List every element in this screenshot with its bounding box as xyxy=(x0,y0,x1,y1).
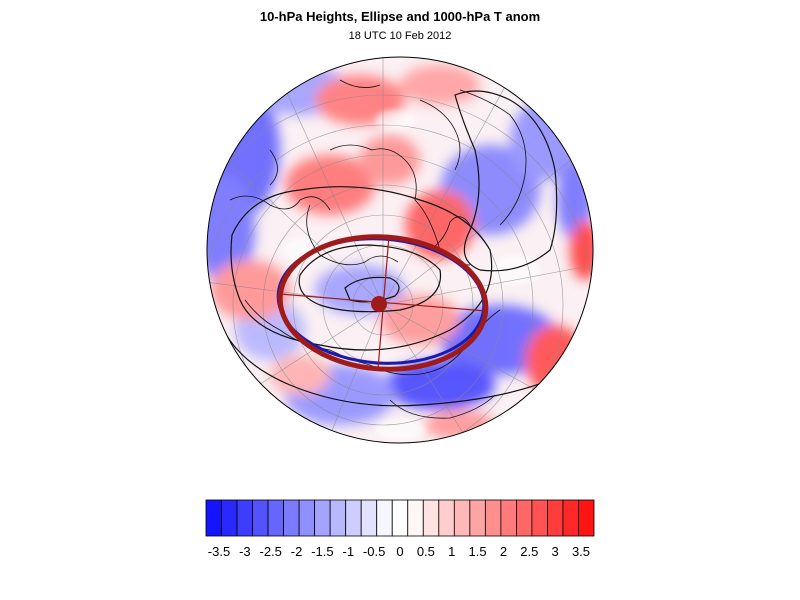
colorbar-label: 3.5 xyxy=(572,544,590,559)
figure-title: 10-hPa Heights, Ellipse and 1000-hPa T a… xyxy=(259,9,541,24)
colorbar-label: -1.5 xyxy=(311,544,333,559)
colorbar-swatch xyxy=(298,499,316,537)
colorbar-label: -3 xyxy=(239,544,251,559)
colorbar-swatch xyxy=(516,499,533,537)
colorbar-label: -3.5 xyxy=(208,544,230,559)
colorbar-swatch xyxy=(221,499,238,537)
colorbar-label: 1 xyxy=(448,544,455,559)
colorbar-swatch xyxy=(283,499,300,537)
colorbar-swatch xyxy=(345,499,362,537)
figure-subtitle: 18 UTC 10 Feb 2012 xyxy=(348,30,452,42)
colorbar-swatch xyxy=(547,499,564,537)
colorbar-label: -1 xyxy=(343,544,355,559)
colorbar-swatch xyxy=(376,499,393,537)
colorbar-swatch xyxy=(360,499,378,537)
colorbar-swatch xyxy=(252,499,269,537)
colorbar-swatch xyxy=(484,499,502,537)
colorbar-label: 2 xyxy=(500,544,507,559)
colorbar-swatch xyxy=(422,499,440,537)
colorbar-swatch xyxy=(314,499,331,537)
colorbar-swatch xyxy=(500,499,517,537)
colorbar-label: 3 xyxy=(552,544,559,559)
colorbar-swatch xyxy=(236,499,253,537)
colorbar-swatch xyxy=(469,499,486,537)
colorbar-swatch xyxy=(531,499,548,537)
colorbar-swatch xyxy=(329,499,347,537)
colorbar-swatch xyxy=(453,499,471,537)
colorbar-swatch xyxy=(578,499,595,537)
colorbar-label: 0 xyxy=(396,544,403,559)
colorbar-swatch xyxy=(407,499,424,537)
colorbar-swatch xyxy=(438,499,455,537)
vortex-ellipse xyxy=(276,234,489,372)
globe-outline xyxy=(206,56,594,444)
colorbar-label: 1.5 xyxy=(469,544,487,559)
colorbar-label: -2 xyxy=(291,544,303,559)
colorbar-swatch xyxy=(562,499,579,537)
colorbar-label: 0.5 xyxy=(417,544,435,559)
colorbar-swatch xyxy=(267,499,284,537)
colorbar-swatch xyxy=(391,499,409,537)
colorbar-label: -2.5 xyxy=(260,544,282,559)
colorbar-label: -0.5 xyxy=(363,544,385,559)
colorbar-swatch xyxy=(205,499,222,537)
height-contours xyxy=(214,90,558,407)
colorbar-label: 2.5 xyxy=(520,544,538,559)
